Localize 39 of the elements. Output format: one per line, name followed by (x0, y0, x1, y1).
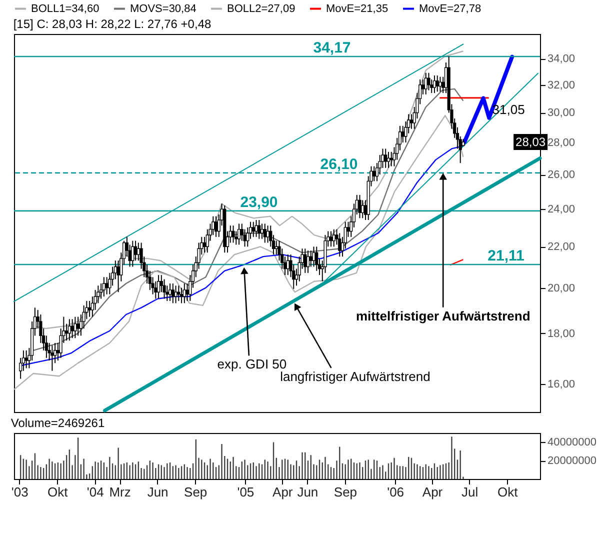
ref-line-label: 23,90 (240, 194, 278, 211)
x-tick-label: Okt (48, 484, 68, 500)
y-tick-label: 20000000 (548, 455, 596, 468)
y-tick-label: 30,00 (548, 107, 576, 120)
x-tick-label: '06 (387, 484, 404, 500)
x-tick-label: Okt (498, 484, 518, 500)
x-tick-label: Apr (422, 484, 444, 500)
y-tick-label: 26,00 (548, 169, 576, 182)
legend-label: MovE=27,78 (419, 2, 482, 15)
x-tick-label: Sep (184, 484, 208, 500)
x-tick-label: Jun (297, 484, 318, 500)
legend-label: MOVS=30,84 (130, 2, 196, 15)
chart-title: Volume=2469261 (10, 416, 105, 430)
x-tick-label: Jul (462, 484, 478, 500)
y-tick-label: 16,00 (548, 378, 576, 391)
y-tick-label: 24,00 (548, 204, 576, 216)
x-tick-label: '05 (237, 484, 254, 500)
y-tick-label: 40000000 (548, 436, 596, 449)
x-tick-label: '04 (86, 484, 104, 500)
legend-label: MovE=21,35 (326, 2, 388, 15)
ref-line-label: 21,11 (488, 247, 524, 264)
ref-line-label: 26,10 (320, 156, 358, 173)
x-tick-label: Apr (272, 484, 294, 500)
x-tick-label: Sep (334, 484, 358, 500)
y-tick-label: 22,00 (548, 241, 576, 254)
x-tick-label: '03 (11, 484, 28, 500)
legend-label: BOLL1=34,60 (31, 2, 100, 15)
annotation: mittelfristiger Aufwärtstrend (356, 308, 530, 324)
y-tick-label: 18,00 (548, 328, 576, 340)
x-tick-label: Mrz (109, 484, 131, 500)
x-tick-label: Jun (147, 484, 168, 500)
annotation: 28,03 (516, 135, 546, 150)
ref-line-label: 34,17 (313, 40, 351, 57)
y-tick-label: 34,00 (548, 53, 576, 66)
y-tick-label: 28,00 (548, 137, 576, 150)
legend-label: BOLL2=27,09 (227, 2, 296, 15)
y-tick-label: 32,00 (548, 79, 576, 92)
chart-title: [15] C: 28,03 H: 28,22 L: 27,76 +0,48 (13, 17, 212, 31)
y-tick-label: 20,00 (548, 282, 576, 294)
